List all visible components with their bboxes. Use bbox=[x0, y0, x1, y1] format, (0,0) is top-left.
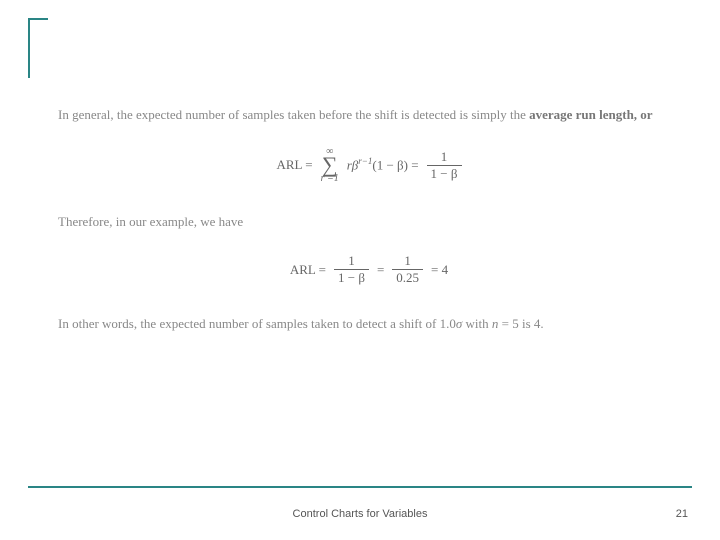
eq1-exp: r−1 bbox=[358, 156, 372, 166]
p3-b: with bbox=[462, 316, 492, 331]
eq1-frac-num: 1 bbox=[437, 150, 452, 165]
p3-a: In other words, the expected number of s… bbox=[58, 316, 456, 331]
slide: In general, the expected number of sampl… bbox=[0, 0, 720, 540]
eq1-sum: ∞ ∑ r =1 bbox=[321, 147, 339, 184]
eq2-frac2: 1 0.25 bbox=[392, 254, 423, 286]
eq2-lhs: ARL = bbox=[290, 260, 326, 280]
p3-c: = 5 is 4. bbox=[498, 316, 543, 331]
p1-text: In general, the expected number of sampl… bbox=[58, 107, 529, 122]
equation-arl-sum: ARL = ∞ ∑ r =1 rβr−1(1 − β) = 1 1 − β bbox=[58, 147, 680, 184]
paragraph-3: In other words, the expected number of s… bbox=[58, 314, 680, 334]
eq2-f1-num: 1 bbox=[344, 254, 359, 269]
eq2-f1-den: 1 − β bbox=[334, 270, 369, 285]
eq2-f2-den: 0.25 bbox=[392, 270, 423, 285]
sigma-symbol: ∑ bbox=[322, 155, 338, 175]
paragraph-2: Therefore, in our example, we have bbox=[58, 212, 680, 232]
eq1-paren: (1 − β) = bbox=[372, 158, 418, 173]
eq2-eq1: = bbox=[377, 260, 384, 280]
paragraph-1: In general, the expected number of sampl… bbox=[58, 105, 680, 125]
eq1-term: rβ bbox=[347, 158, 359, 173]
eq1-lhs: ARL = bbox=[276, 155, 312, 175]
eq1-frac-den: 1 − β bbox=[427, 166, 462, 181]
eq1-sum-bot: r =1 bbox=[321, 174, 339, 184]
eq2-rhs: = 4 bbox=[431, 260, 448, 280]
bottom-rule bbox=[28, 486, 692, 488]
eq2-frac1: 1 1 − β bbox=[334, 254, 369, 286]
eq2-f2-num: 1 bbox=[400, 254, 415, 269]
p1-bold: average run length, or bbox=[529, 107, 652, 122]
content-area: In general, the expected number of sampl… bbox=[58, 105, 680, 356]
footer-title: Control Charts for Variables bbox=[0, 508, 720, 520]
eq1-frac: 1 1 − β bbox=[427, 150, 462, 182]
eq1-term-wrap: rβr−1(1 − β) = bbox=[347, 155, 419, 175]
equation-arl-value: ARL = 1 1 − β = 1 0.25 = 4 bbox=[58, 254, 680, 286]
page-number: 21 bbox=[676, 508, 688, 520]
corner-bracket bbox=[28, 18, 48, 78]
